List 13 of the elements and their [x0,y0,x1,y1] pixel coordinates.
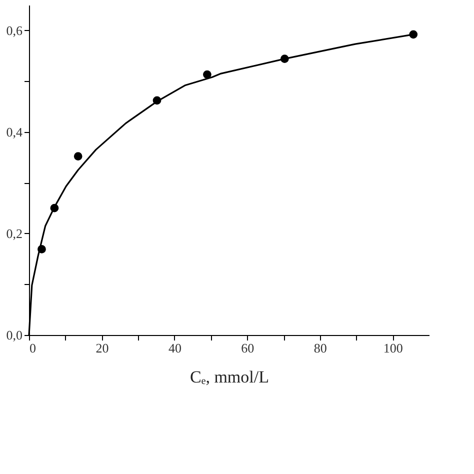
x-tick-label: 0 [30,340,36,356]
y-tick-label: 0,6 [6,22,23,38]
point [203,70,212,79]
x-axis-title: Cₑ, mmol/L [190,368,269,386]
x-tick-label: 40 [168,340,182,356]
y-tick-label: 0,2 [6,226,22,241]
y-tick-label: 0,4 [6,124,23,140]
x-tick-label: 80 [314,340,327,356]
point [74,152,82,160]
y-tick-label: 0,0 [6,328,22,342]
x-tick-label: 100 [383,340,403,356]
x-tick-label: 60 [241,340,254,356]
x-tick-label: 20 [96,340,109,356]
